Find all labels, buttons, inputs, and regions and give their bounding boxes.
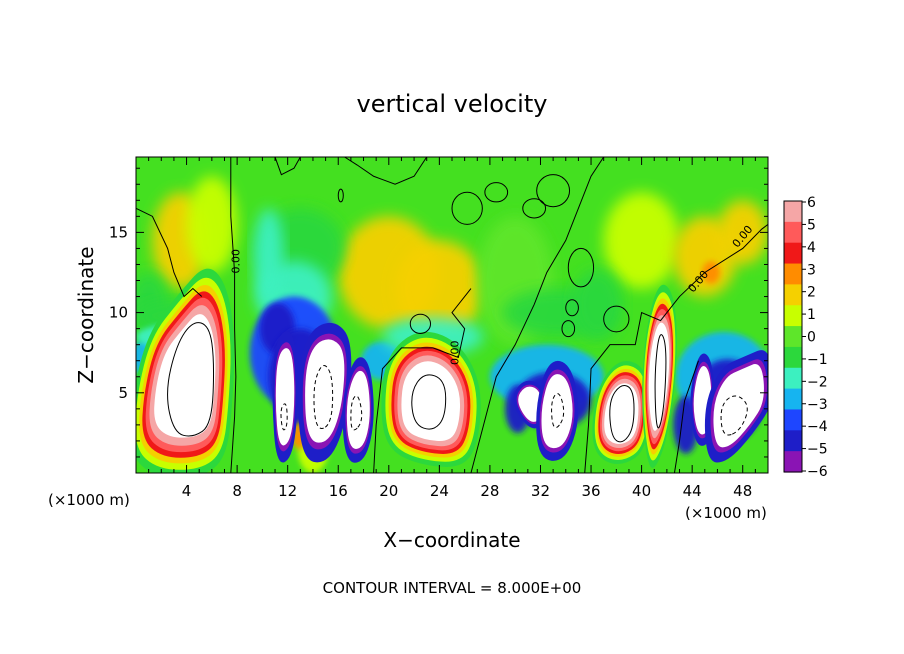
x-tick-label: 28	[480, 482, 499, 500]
colorbar-label: 1	[807, 307, 816, 323]
colorbar-swatch	[784, 326, 802, 348]
x-axis-label: X−coordinate	[383, 528, 520, 552]
downdraft-core	[541, 374, 573, 449]
positive-contour	[609, 385, 635, 443]
zero-contour-loop	[603, 305, 630, 333]
x-tick-label: 32	[531, 482, 550, 500]
zero-contour-loop	[337, 188, 344, 203]
field-region	[186, 176, 238, 273]
contour-label: 0.00	[448, 340, 461, 365]
field-region	[603, 192, 680, 289]
y-axis-label: Z−coordinate	[74, 246, 98, 383]
colorbar-label: 3	[807, 262, 816, 278]
field-region	[717, 200, 768, 265]
field-region	[572, 269, 623, 340]
x-ticks: 4 8 12 16 20 24 28 32 36 40 44 48	[148, 157, 756, 500]
x-tick-label: 4	[182, 482, 192, 500]
colorbar-label: 4	[807, 240, 816, 256]
y-tick-label: 15	[109, 223, 128, 241]
colorbar-label: −2	[807, 374, 828, 390]
x-tick-label: 36	[581, 482, 600, 500]
downdraft-core	[713, 364, 764, 448]
x-tick-label: 48	[733, 482, 752, 500]
colorbar-label: 6	[807, 195, 816, 211]
x-unit-right: (×1000 m)	[685, 504, 767, 522]
zero-contour-loop	[451, 191, 483, 225]
x-tick-label: 12	[278, 482, 297, 500]
colorbar-swatch	[784, 242, 802, 265]
colorbar-swatch	[784, 367, 802, 390]
contour-interval-note: CONTOUR INTERVAL = 8.000E+00	[323, 579, 582, 597]
colorbar-swatch	[784, 346, 802, 369]
negative-contour	[313, 365, 334, 429]
y-tick-label: 10	[109, 304, 128, 322]
colorbar-swatch	[784, 201, 802, 223]
zero-contour	[470, 157, 605, 473]
updraft-cell-core	[604, 383, 639, 445]
x-tick-label: 24	[430, 482, 449, 500]
y-tick-label: 5	[118, 384, 128, 402]
colorbar-label: −5	[807, 442, 828, 458]
chart-title: vertical velocity	[357, 90, 548, 118]
positive-contour	[411, 374, 447, 430]
y-ticks: 5 10 15	[109, 167, 768, 458]
x-tick-label: 40	[632, 482, 651, 500]
zero-contour-loop	[536, 174, 571, 208]
colorbar-swatch	[784, 430, 802, 452]
zero-contour-loop	[561, 320, 576, 338]
zero-contour-loop	[565, 299, 579, 317]
plot-area: 0.000.000.000.00	[136, 157, 768, 473]
zero-contour	[274, 157, 301, 176]
downdraft-core	[346, 370, 370, 449]
zero-contour-loop	[567, 247, 595, 288]
x-tick-label: 16	[329, 482, 348, 500]
colorbar-label: −1	[807, 352, 828, 368]
field-region	[702, 261, 720, 284]
colorbar: 6 5 4 3 2 1 0 −1 −2 −3 −4 −5 −6	[783, 195, 828, 480]
colorbar-swatch	[784, 451, 802, 473]
colorbar-swatch	[784, 284, 802, 306]
zero-contour	[373, 288, 472, 473]
colorbar-label: −4	[807, 419, 828, 435]
negative-contour	[720, 395, 748, 436]
negative-contour	[350, 395, 363, 431]
field-region	[395, 240, 484, 337]
zero-contour	[136, 207, 203, 298]
positive-contour	[654, 334, 667, 429]
negative-contour	[551, 393, 565, 429]
negative-contour	[280, 403, 288, 431]
updraft-cell-core	[154, 314, 216, 438]
colorbar-label: 2	[807, 285, 816, 301]
colorbar-swatch	[784, 221, 802, 244]
contour-label: 0.00	[230, 249, 243, 274]
x-tick-label: 44	[683, 482, 702, 500]
colorbar-label: 5	[807, 217, 816, 233]
field-region	[253, 208, 284, 305]
zero-contour	[673, 360, 699, 473]
positive-contour	[167, 322, 215, 437]
x-tick-label: 8	[232, 482, 242, 500]
x-unit-left: (×1000 m)	[48, 491, 130, 509]
colorbar-swatch	[784, 409, 802, 431]
zero-contour-loop	[484, 182, 509, 203]
colorbar-label: −6	[807, 464, 828, 480]
colorbar-label: 0	[807, 330, 816, 346]
zero-contour	[584, 223, 768, 473]
colorbar-swatch	[784, 388, 802, 411]
colorbar-swatch	[784, 263, 802, 285]
downdraft-core	[275, 348, 295, 446]
zero-contour-loop	[522, 198, 547, 219]
zero-contour	[344, 157, 428, 185]
x-tick-label: 20	[379, 482, 398, 500]
colorbar-swatch	[784, 305, 802, 327]
field-layer	[136, 176, 768, 473]
zero-contour	[230, 157, 237, 473]
zero-contour-loop	[409, 313, 432, 334]
colorbar-label: −3	[807, 397, 828, 413]
